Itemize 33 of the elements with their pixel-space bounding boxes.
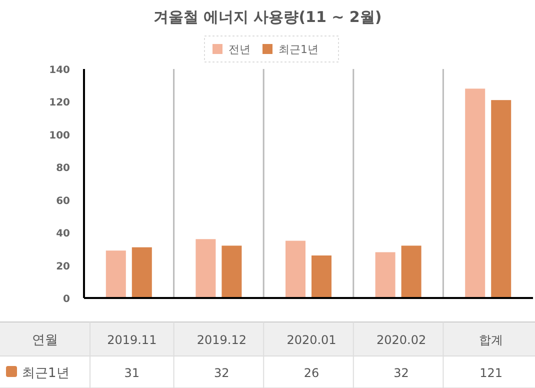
x-tick-label: 2019.11 — [107, 333, 157, 347]
data-label: 32 — [214, 366, 230, 380]
data-label: 121 — [480, 366, 503, 380]
chart-title: 겨울철 에너지 사용량(11 ~ 2월) — [153, 8, 382, 26]
bar — [286, 240, 306, 298]
bar — [106, 250, 126, 298]
bar — [465, 88, 486, 298]
text: 최근1년 — [22, 366, 70, 381]
y-tick-label: 60 — [56, 196, 70, 207]
bar — [375, 252, 396, 298]
bar — [491, 100, 512, 298]
y-tick-label: 140 — [49, 65, 70, 76]
x-tick-label: 2020.02 — [376, 333, 426, 347]
y-tick-label: 100 — [49, 130, 70, 142]
bar — [196, 239, 216, 298]
x-tick-label: 합계 — [479, 333, 504, 347]
bar — [312, 255, 332, 298]
x-tick-label: 2019.12 — [196, 333, 247, 347]
x-axis-title: 연월 — [32, 333, 58, 348]
data-label: 31 — [124, 366, 140, 380]
y-tick-label: 0 — [63, 294, 70, 305]
legend-label: 최근1년 — [278, 43, 318, 56]
y-tick-label: 40 — [56, 228, 70, 240]
bar — [132, 247, 152, 298]
legend-label: 전년 — [228, 43, 250, 56]
data-label: 32 — [394, 366, 409, 380]
y-tick-label: 20 — [56, 261, 70, 272]
y-tick-label: 80 — [56, 163, 70, 174]
data-label: 26 — [304, 366, 320, 380]
bar — [401, 246, 422, 298]
x-tick-label: 2020.01 — [286, 333, 336, 347]
y-tick-label: 120 — [49, 98, 70, 109]
bar — [222, 246, 242, 298]
